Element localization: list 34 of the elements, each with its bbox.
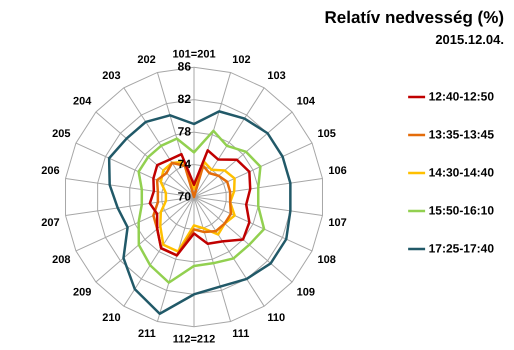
spoke-label: 108 xyxy=(318,254,336,266)
spoke-label: 106 xyxy=(328,165,347,178)
spoke-label: 110 xyxy=(267,312,286,324)
legend-label: 12:40-12:50 xyxy=(428,89,494,104)
legend-label: 13:35-13:45 xyxy=(428,127,494,142)
spoke-label: 202 xyxy=(137,54,156,66)
spoke-label: 205 xyxy=(52,128,70,140)
spoke-label: 102 xyxy=(232,54,251,66)
legend-label: 15:50-16:10 xyxy=(428,203,494,218)
chart-subtitle: 2015.12.04. xyxy=(435,32,504,47)
y-tick-label: 70 xyxy=(178,189,192,204)
spoke-label: 112=212 xyxy=(172,333,216,346)
legend-label: 14:30-14:40 xyxy=(428,165,494,180)
y-tick-label: 86 xyxy=(178,60,192,74)
spoke-label: 206 xyxy=(41,165,60,178)
y-tick-label: 78 xyxy=(178,124,192,138)
spoke-label: 103 xyxy=(267,70,286,82)
spoke-label: 211 xyxy=(138,328,156,340)
spoke-label: 109 xyxy=(296,286,315,299)
spoke-label: 209 xyxy=(73,286,92,299)
spoke-label: 101=201 xyxy=(172,48,216,61)
spoke-label: 111 xyxy=(232,328,250,340)
spoke-label: 107 xyxy=(328,216,347,229)
spoke-label: 204 xyxy=(73,96,92,108)
spoke-label: 207 xyxy=(41,216,60,229)
y-tick-label: 82 xyxy=(178,92,192,106)
spoke-label: 104 xyxy=(296,96,316,108)
spoke-label: 105 xyxy=(318,128,336,140)
spoke-label: 210 xyxy=(102,312,121,324)
spoke-label: 203 xyxy=(102,70,121,82)
chart-title: Relatív nedvesség (%) xyxy=(324,8,504,27)
spoke-label: 208 xyxy=(52,254,70,266)
y-tick-label: 74 xyxy=(178,156,192,171)
legend-label: 17:25-17:40 xyxy=(428,241,494,256)
